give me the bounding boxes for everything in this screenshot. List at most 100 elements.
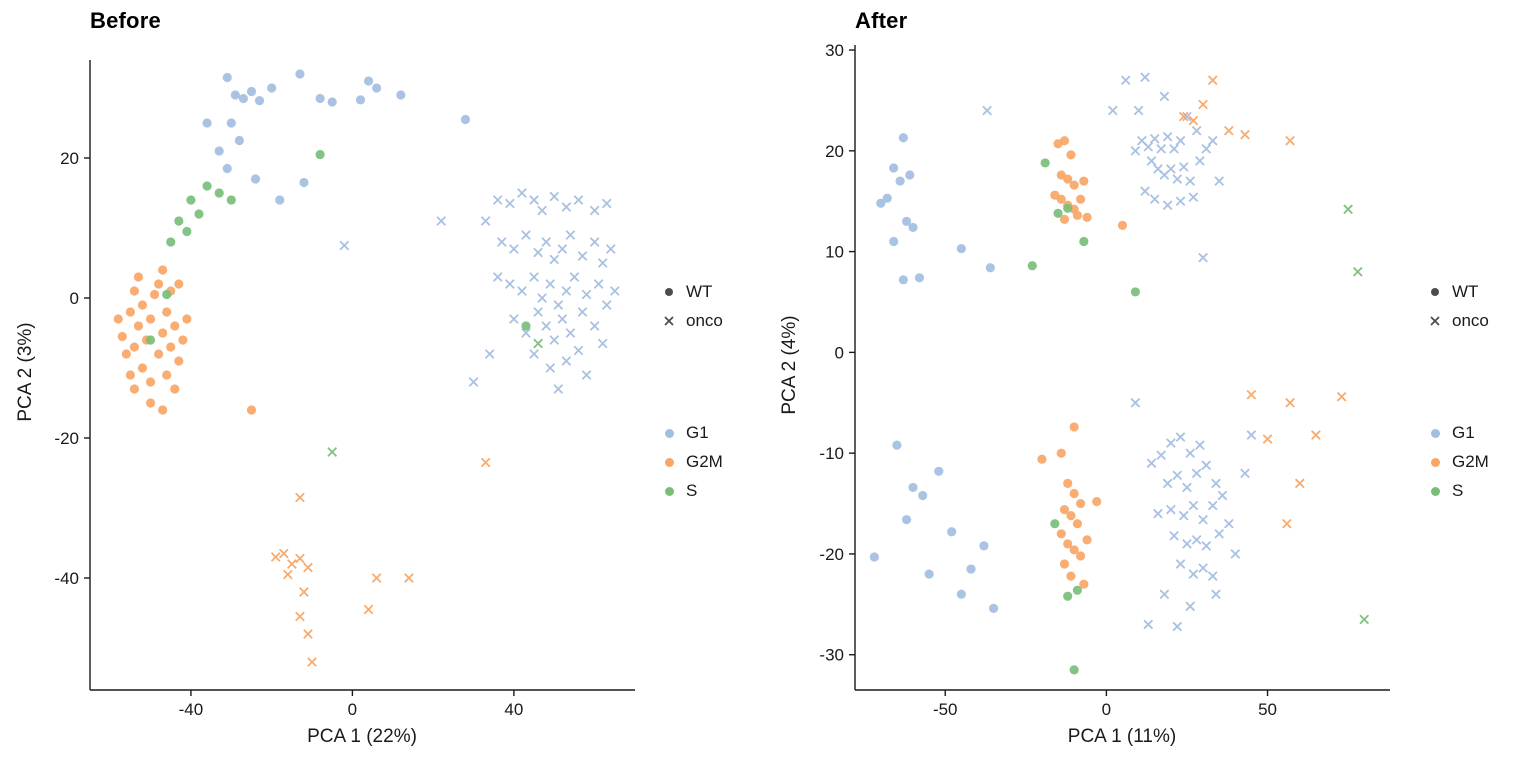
point-S-WT: [145, 335, 156, 345]
point-G1-onco: [573, 195, 584, 205]
g2m-dot-icon: [662, 455, 676, 469]
point-G1-onco: [1246, 430, 1257, 440]
point-G2M-onco: [295, 492, 305, 503]
y-tick-label: 20: [825, 142, 844, 161]
point-G1-onco: [537, 205, 547, 216]
point-G2M-onco: [1262, 434, 1273, 444]
point-G2M-WT: [174, 356, 184, 366]
legend-label-g1: G1: [1452, 423, 1475, 442]
point-G2M-onco: [1285, 135, 1295, 146]
point-G2M-onco: [1178, 111, 1189, 122]
point-G2M-WT: [113, 314, 123, 324]
point-G1-onco: [1198, 563, 1208, 573]
point-G1-onco: [1207, 135, 1218, 146]
genotype-legend: WT onco: [1428, 282, 1489, 331]
point-G1-onco: [1149, 133, 1160, 144]
point-G2M-WT: [1056, 194, 1066, 204]
point-G2M-WT: [1063, 478, 1073, 488]
point-G2M-WT: [117, 331, 127, 342]
point-G1-onco: [505, 279, 515, 289]
point-G1-onco: [1191, 125, 1202, 136]
point-G1-onco: [589, 205, 600, 216]
legend-label-g2m: G2M: [1452, 452, 1489, 471]
point-G2M-WT: [1056, 448, 1066, 458]
point-G1-onco: [533, 307, 543, 317]
point-G1-onco: [1156, 450, 1167, 461]
point-G2M-WT: [1066, 150, 1076, 160]
point-G1-onco: [1224, 518, 1234, 529]
point-G2M-onco: [1224, 125, 1234, 136]
point-G2M-onco: [278, 548, 289, 559]
legend-before: WT onco G1 G2M S: [662, 282, 723, 501]
point-G1-onco: [1214, 528, 1225, 539]
point-G2M-WT: [178, 335, 188, 345]
point-S-WT: [194, 209, 204, 219]
point-G1-onco: [553, 384, 564, 394]
point-S-WT: [1027, 261, 1037, 271]
point-S-WT: [186, 195, 196, 205]
point-S-WT: [1050, 519, 1060, 529]
point-G1-onco: [1143, 141, 1154, 152]
point-G2M-onco: [1207, 75, 1218, 86]
legend-item-wt: WT: [1428, 282, 1489, 302]
point-G1-WT: [234, 135, 244, 146]
point-G1-WT: [363, 76, 374, 86]
point-G1-onco: [1175, 559, 1186, 569]
point-G1-onco: [1211, 478, 1221, 489]
point-G1-WT: [254, 96, 265, 106]
point-G2M-WT: [1082, 212, 1092, 222]
legend-label-onco: onco: [686, 311, 723, 330]
point-G1-WT: [901, 515, 912, 525]
point-G1-WT: [918, 490, 928, 501]
point-G1-WT: [979, 541, 989, 551]
point-G1-WT: [895, 176, 905, 186]
point-S-WT: [521, 321, 531, 331]
wt-dot-icon: [662, 285, 676, 299]
point-G1-onco: [597, 338, 608, 349]
g2m-dot-icon: [1428, 455, 1442, 469]
point-G1-WT: [876, 198, 886, 208]
point-G1-onco: [1185, 176, 1196, 186]
point-G1-onco: [537, 293, 547, 303]
phase-legend: G1 G2M S: [1428, 423, 1489, 501]
point-G1-onco: [581, 370, 592, 380]
point-G1-WT: [299, 177, 309, 188]
point-S-WT: [1053, 208, 1063, 218]
point-G1-WT: [882, 193, 892, 203]
point-G2M-WT: [166, 342, 176, 352]
x-tick-label: 50: [1258, 700, 1277, 719]
point-G1-onco: [1182, 482, 1192, 493]
point-G2M-WT: [162, 307, 172, 317]
point-G1-onco: [1169, 530, 1179, 541]
point-G1-onco: [521, 230, 531, 240]
point-G2M-WT: [1069, 545, 1079, 555]
point-G1-onco: [1175, 135, 1186, 146]
point-G2M-WT: [125, 370, 135, 380]
point-G1-onco: [1162, 131, 1173, 142]
x-tick-label: 0: [1102, 700, 1111, 719]
point-G1-onco: [1211, 589, 1221, 600]
point-G2M-WT: [129, 286, 140, 296]
legend-item-g2m: G2M: [662, 452, 723, 472]
point-G2M-WT: [1063, 539, 1073, 549]
point-S-WT: [214, 188, 224, 198]
point-G2M-onco: [270, 552, 281, 562]
point-G1-WT: [966, 564, 976, 574]
point-G2M-WT: [158, 265, 168, 275]
point-G1-onco: [484, 349, 495, 359]
x-axis-label-after: PCA 1 (11%): [1067, 726, 1177, 747]
point-G1-onco: [549, 254, 560, 265]
point-G2M-WT: [145, 398, 156, 408]
point-G1-onco: [549, 191, 560, 202]
point-S-WT: [166, 237, 176, 247]
point-G1-onco: [1198, 252, 1208, 263]
point-G2M-WT: [1082, 535, 1092, 545]
point-G1-WT: [327, 97, 337, 107]
point-G2M-WT: [182, 314, 192, 324]
point-G2M-onco: [307, 657, 317, 667]
point-G1-onco: [541, 237, 552, 247]
point-G1-onco: [1146, 156, 1157, 166]
point-S-onco: [1343, 204, 1353, 215]
before-scatter-plot: -40 0 40 -40 -20 0 20: [54, 60, 635, 719]
